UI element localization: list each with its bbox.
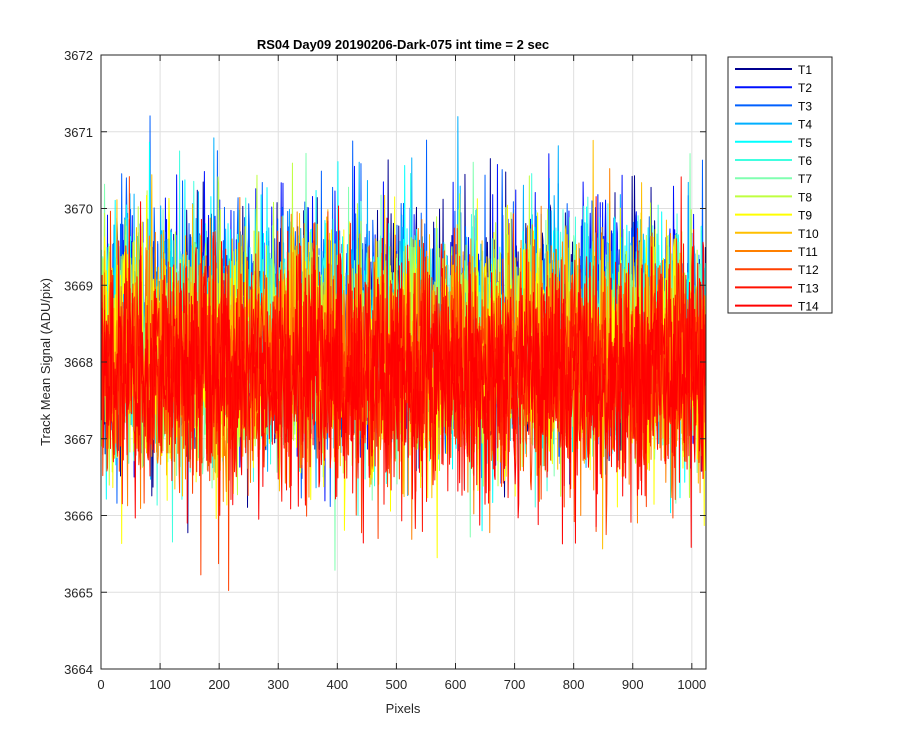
x-tick-label: 700 [504,677,526,692]
legend-label: T13 [798,281,819,295]
x-tick-label: 500 [386,677,408,692]
legend-label: T3 [798,99,812,113]
x-tick-label: 100 [149,677,171,692]
y-tick-label: 3670 [64,202,93,217]
legend-label: T5 [798,136,812,150]
series-layer [101,115,707,592]
y-tick-label: 3667 [64,432,93,447]
x-tick-label: 900 [622,677,644,692]
legend-label: T4 [798,118,812,132]
chart-title: RS04 Day09 20190206-Dark-075 int time = … [257,37,549,52]
legend-label: T12 [798,263,819,277]
x-tick-label: 400 [326,677,348,692]
legend-label: T7 [798,172,812,186]
legend-label: T8 [798,190,812,204]
y-tick-label: 3669 [64,278,93,293]
y-axis-label: Track Mean Signal (ADU/pix) [38,278,53,446]
legend-label: T6 [798,154,812,168]
x-axis-label: Pixels [386,701,421,716]
ticks: 0 100 200 300 400 500 600 700 800 900 1000 3664 3665… [64,48,706,692]
x-tick-label: 1000 [677,677,706,692]
y-tick-label: 3672 [64,48,93,63]
y-tick-label: 3668 [64,355,93,370]
legend-box [727,56,833,314]
legend: T1 T2 T3 T4 T5 T6 T7 T8 T9 T10 T11 T12 T13 T14 [727,56,833,314]
legend-label: T9 [798,209,812,223]
y-tick-label: 3665 [64,585,93,600]
y-tick-label: 3671 [64,125,93,140]
legend-label: T11 [798,245,818,259]
x-tick-label: 600 [445,677,467,692]
legend-label: T14 [798,300,819,314]
series-line-t14 [101,201,707,548]
x-tick-label: 0 [97,677,104,692]
legend-label: T10 [798,227,819,241]
y-tick-label: 3664 [64,662,93,677]
legend-label: T2 [798,81,812,95]
legend-label: T1 [798,63,812,77]
x-tick-label: 300 [267,677,289,692]
y-tick-label: 3666 [64,509,93,524]
x-tick-label: 800 [563,677,585,692]
x-tick-label: 200 [208,677,230,692]
